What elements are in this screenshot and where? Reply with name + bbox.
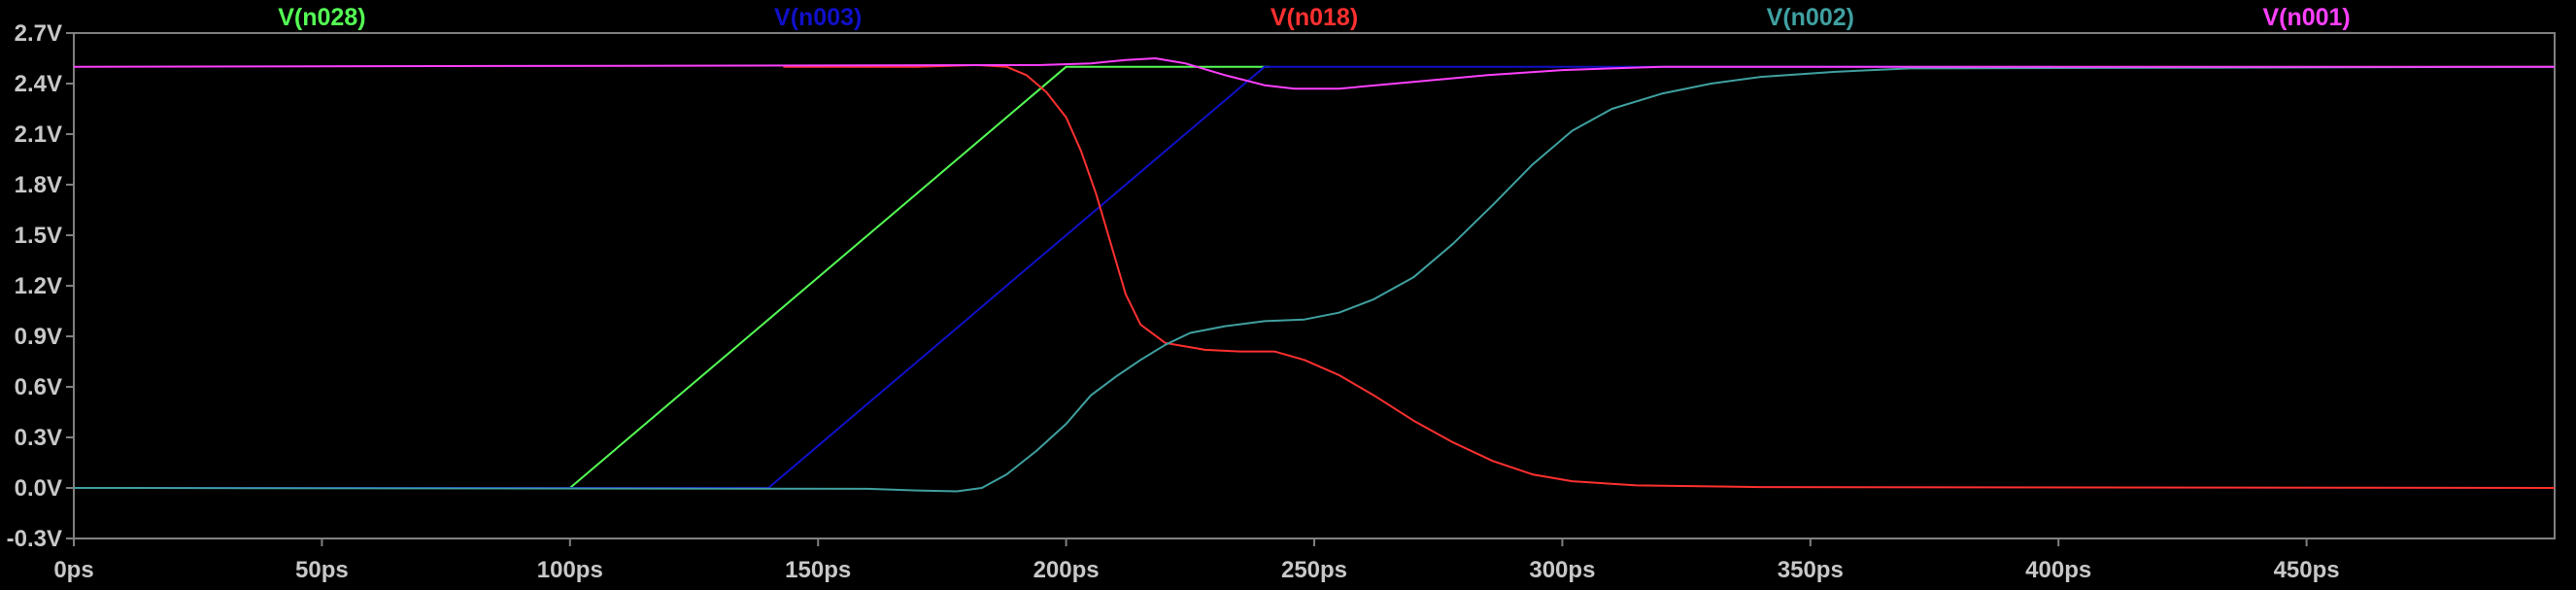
legend-label-v-n002[interactable]: V(n002) — [1767, 4, 1854, 31]
x-tick-label: 250ps — [1281, 557, 1347, 583]
y-tick-label: 0.6V — [15, 374, 62, 400]
legend-label-v-n001[interactable]: V(n001) — [2262, 4, 2350, 31]
legend-label-v-n018[interactable]: V(n018) — [1271, 4, 1358, 31]
y-tick-label: 2.1V — [15, 121, 62, 148]
series-line-v-n018 — [783, 63, 2556, 489]
series-line-v-n001 — [73, 57, 2555, 90]
axes: 2.7V 2.4V 2.1V 1.8V 1.5V 1.2V 0.9V 0.6V 0.3V 0.0V… — [7, 20, 2556, 583]
x-tick-label: 0ps — [53, 557, 93, 583]
y-tick-label: 2.7V — [15, 20, 62, 47]
series-line-v-n003 — [74, 65, 2054, 489]
y-tick-label: 1.5V — [15, 223, 62, 249]
x-tick-label: 50ps — [295, 557, 349, 583]
y-tick-label: 0.0V — [15, 475, 62, 502]
x-tick-label: 300ps — [1529, 557, 1595, 583]
legend-label-v-n003[interactable]: V(n003) — [774, 4, 862, 31]
legend-label-v-n028[interactable]: V(n028) — [278, 4, 365, 31]
y-tick-label: -0.3V — [7, 526, 62, 552]
legend: V(n028) V(n003) V(n018) V(n002) V(n001) — [278, 4, 2351, 31]
x-tick-label: 100ps — [537, 557, 603, 583]
x-tick-label: 350ps — [1778, 557, 1844, 583]
x-tick-label: 450ps — [2274, 557, 2340, 583]
x-tick-label: 150ps — [785, 557, 851, 583]
y-tick-label: 0.9V — [15, 324, 62, 350]
x-tick-label: 400ps — [2025, 557, 2091, 583]
x-tick-label: 200ps — [1034, 557, 1100, 583]
y-tick-label: 1.8V — [15, 172, 62, 198]
y-tick-label: 2.4V — [15, 71, 62, 97]
y-tick-label: 0.3V — [15, 425, 62, 451]
y-tick-label: 1.2V — [15, 273, 62, 299]
series-line-v-n002 — [73, 65, 2556, 493]
series-group — [73, 57, 2556, 493]
